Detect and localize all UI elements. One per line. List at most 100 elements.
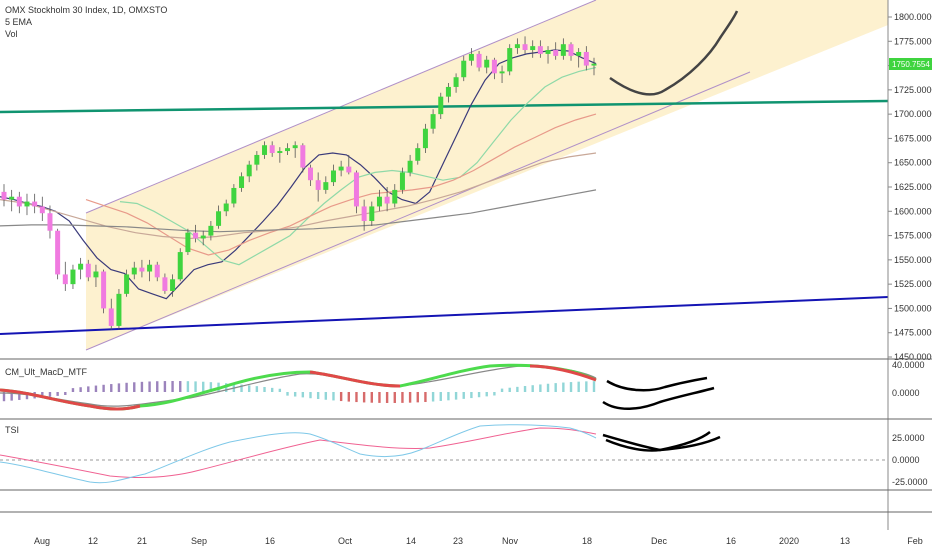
macd-histogram-bar xyxy=(209,382,213,392)
candle-bear[interactable] xyxy=(108,308,114,326)
tsi-drawing-upper[interactable] xyxy=(602,430,711,452)
candle-bull[interactable] xyxy=(560,44,566,56)
candle-bull[interactable] xyxy=(407,160,413,173)
candle-bull[interactable] xyxy=(484,59,490,68)
macd-histogram-bar xyxy=(156,381,159,392)
candle-bear[interactable] xyxy=(32,201,38,207)
candle-bull[interactable] xyxy=(185,232,191,253)
candle-bear[interactable] xyxy=(491,59,497,74)
candle-bull[interactable] xyxy=(93,271,99,278)
candle-bull[interactable] xyxy=(254,154,260,165)
candle-bull[interactable] xyxy=(147,264,153,272)
candle-bull[interactable] xyxy=(170,279,176,291)
candle-bull[interactable] xyxy=(131,267,137,275)
candle-bull[interactable] xyxy=(200,235,206,239)
candle-bull[interactable] xyxy=(9,196,15,200)
candle-bear[interactable] xyxy=(55,230,61,275)
macd-histogram-bar xyxy=(569,382,573,392)
candle-bear[interactable] xyxy=(162,277,168,291)
candle-bull[interactable] xyxy=(78,263,84,270)
candle-bear[interactable] xyxy=(193,232,199,239)
candle-bull[interactable] xyxy=(208,225,214,236)
tsi-pane-label[interactable]: TSI xyxy=(5,425,20,435)
tsi-pane xyxy=(0,424,888,484)
candle-bear[interactable] xyxy=(85,263,91,278)
candle-bear[interactable] xyxy=(568,44,574,56)
candle-bull[interactable] xyxy=(116,293,122,326)
projection-drawing[interactable] xyxy=(609,10,739,96)
candle-bull[interactable] xyxy=(507,48,513,72)
candle-bear[interactable] xyxy=(139,267,145,272)
candle-bull[interactable] xyxy=(422,128,428,149)
tsi-drawing-lower[interactable] xyxy=(605,435,721,452)
candle-bull[interactable] xyxy=(292,145,298,149)
candle-bear[interactable] xyxy=(47,213,53,231)
candle-bear[interactable] xyxy=(553,50,559,56)
macd-line-down xyxy=(0,388,141,411)
macd-pane-label[interactable]: CM_Ult_MacD_MTF xyxy=(5,367,88,377)
candle-bull[interactable] xyxy=(24,201,30,207)
symbol-title[interactable]: OMX Stockholm 30 Index, 1D, OMXSTO xyxy=(5,5,168,15)
candle-bull[interactable] xyxy=(177,252,183,280)
candle-bull[interactable] xyxy=(438,96,444,115)
macd-histogram-bar xyxy=(355,392,358,403)
candle-bear[interactable] xyxy=(315,180,321,190)
volume-legend[interactable]: Vol xyxy=(5,29,18,39)
candle-bull[interactable] xyxy=(285,148,291,152)
candle-bear[interactable] xyxy=(346,166,352,173)
horizontal-support-line[interactable] xyxy=(0,99,888,114)
price-axis[interactable]: 1800.00001775.00001750.00001725.00001700… xyxy=(888,12,932,362)
candle-bull[interactable] xyxy=(376,196,382,207)
candle-bear[interactable] xyxy=(1,191,7,200)
candle-bull[interactable] xyxy=(499,71,505,74)
candle-bull[interactable] xyxy=(330,170,336,183)
candle-bull[interactable] xyxy=(277,151,283,153)
candle-bull[interactable] xyxy=(223,203,229,212)
candle-bear[interactable] xyxy=(476,53,482,68)
candle-bear[interactable] xyxy=(307,167,313,181)
candle-bull[interactable] xyxy=(369,206,375,221)
candle-bull[interactable] xyxy=(468,53,474,61)
time-axis[interactable]: Aug 12 21 Sep 16 Oct 14 23 Nov 18 Dec 16 2020 13 Feb xyxy=(34,536,923,546)
candle-bull[interactable] xyxy=(338,166,344,171)
candle-bull[interactable] xyxy=(392,189,398,204)
candle-bull[interactable] xyxy=(430,114,436,129)
candle-bull[interactable] xyxy=(399,172,405,190)
candle-bear[interactable] xyxy=(269,145,275,153)
candle-bull[interactable] xyxy=(415,148,421,161)
candle-bull[interactable] xyxy=(514,44,520,49)
macd-drawing-lower[interactable] xyxy=(602,386,715,410)
candle-bear[interactable] xyxy=(353,172,359,207)
candle-bull[interactable] xyxy=(545,50,551,54)
candle-bull[interactable] xyxy=(216,211,222,226)
candle-bull[interactable] xyxy=(530,46,536,51)
candle-bull[interactable] xyxy=(461,60,467,78)
candle-bull[interactable] xyxy=(239,176,245,188)
candle-bear[interactable] xyxy=(62,274,68,285)
candle-bear[interactable] xyxy=(583,51,589,66)
candle-bear[interactable] xyxy=(39,206,45,214)
candle-bull[interactable] xyxy=(70,269,76,285)
long-term-trendline[interactable] xyxy=(0,296,888,335)
candle-bear[interactable] xyxy=(16,196,22,207)
candle-bull[interactable] xyxy=(453,77,459,87)
candle-bull[interactable] xyxy=(445,86,451,97)
macd-drawing-upper[interactable] xyxy=(606,376,708,392)
candle-bear[interactable] xyxy=(522,44,528,51)
candle-bull[interactable] xyxy=(576,51,582,56)
candle-bear[interactable] xyxy=(384,196,390,204)
candle-bear[interactable] xyxy=(101,271,107,309)
macd-histogram-bar xyxy=(485,392,488,397)
candle-bull[interactable] xyxy=(323,182,329,190)
candle-bull[interactable] xyxy=(262,145,268,155)
candle-bull[interactable] xyxy=(246,164,252,177)
candle-bull[interactable] xyxy=(124,274,130,294)
candle-bear[interactable] xyxy=(537,46,543,54)
candle-bear[interactable] xyxy=(154,264,160,278)
candle-bull[interactable] xyxy=(231,187,237,204)
candle-bear[interactable] xyxy=(300,145,306,168)
candle-bear[interactable] xyxy=(361,206,367,221)
candle-bull[interactable] xyxy=(591,63,597,66)
ema-legend[interactable]: 5 EMA xyxy=(5,17,33,27)
